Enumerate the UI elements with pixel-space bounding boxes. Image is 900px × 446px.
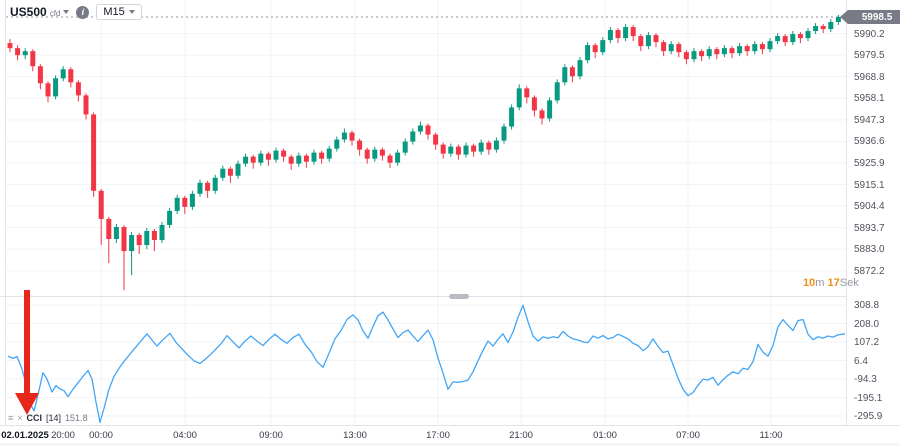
price-axis-label: 5958.1 [854,93,885,105]
time-axis-label: 13:00 [343,430,367,441]
time-axis[interactable]: 02.01.2025 20:00 00:00 04:00 09:00 13:00 17:0… [0,425,900,444]
price-axis-label: 5915.1 [854,179,885,191]
last-price-value: 5998.5 [861,11,893,23]
bar-countdown-timer: 10m 17Sek [803,277,859,289]
indicator-axis-label: 308.8 [854,300,880,312]
chart-toolbar: US500 cfd i M15 [10,4,142,20]
indicator-axis-label: 107.2 [854,337,880,349]
price-axis-label: 5936.6 [854,136,885,148]
timeframe-selector[interactable]: M15 [96,4,142,20]
bottom-strip [0,443,900,446]
indicator-axis-label: -195.1 [854,392,883,404]
time-axis-label: 21:00 [509,430,533,441]
symbol-name: US500 [10,5,47,19]
price-axis[interactable]: 5998.5 5990.2 5979.5 5968.8 5958.1 5947.3 593… [840,0,900,425]
indicator-legend: ≡ × CCI [14] 151.8 [8,413,88,423]
time-axis-label: 11:00 [759,430,783,441]
price-axis-label: 5904.4 [854,201,885,213]
cci-line [7,304,846,423]
countdown-seconds: 17 [827,277,840,289]
last-price-tag: 5998.5 [840,10,900,24]
time-axis-label: 00:00 [89,430,113,441]
price-axis-label: 5979.5 [854,50,885,62]
indicator-axis-label: -94.3 [854,374,877,385]
time-axis-label: 09:00 [259,430,283,441]
price-axis-label: 5893.7 [854,222,885,234]
symbol-selector[interactable]: US500 cfd [10,5,70,19]
indicator-axis-label: 6.4 [854,355,868,367]
red-arrow-annotation[interactable] [15,290,39,416]
price-axis-label: 5925.9 [854,157,885,169]
chevron-down-icon [128,10,135,14]
arrow-head [15,393,39,415]
info-icon[interactable]: i [76,5,90,19]
countdown-seconds-unit: Sek [839,277,859,289]
chevron-down-icon [63,10,70,14]
arrow-shaft [24,290,30,394]
time-axis-label: 01:00 [593,430,617,441]
price-axis-label: 5883.0 [854,244,885,256]
price-axis-label: 5968.8 [854,71,885,83]
countdown-minutes: 10 [803,277,816,289]
indicator-settings-icon[interactable]: ≡ [8,412,14,423]
indicator-params: [14] [46,413,62,423]
countdown-minutes-unit: m [815,277,825,289]
time-axis-label: 17:00 [426,430,450,441]
symbol-type-label: cfd [49,9,61,18]
price-axis-label: 5872.2 [854,265,885,277]
indicator-name: CCI [26,413,43,423]
indicator-axis-label: -295.9 [854,411,883,422]
price-axis-label: 5990.2 [854,28,885,40]
price-axis-label: 5947.3 [854,114,885,126]
time-axis-label: 07:00 [676,430,700,441]
chart-canvas[interactable] [0,0,846,443]
candlestick-series [7,14,841,291]
timeframe-label: M15 [103,6,125,18]
indicator-value: 151.8 [65,413,88,423]
date-label: 02.01.2025 [1,430,49,441]
pane-resize-handle[interactable] [449,294,469,299]
time-axis-label: 20:00 [51,430,75,441]
time-axis-label: 04:00 [173,430,197,441]
indicator-axis-label: 208.0 [854,318,880,330]
indicator-close-icon[interactable]: × [17,412,23,423]
